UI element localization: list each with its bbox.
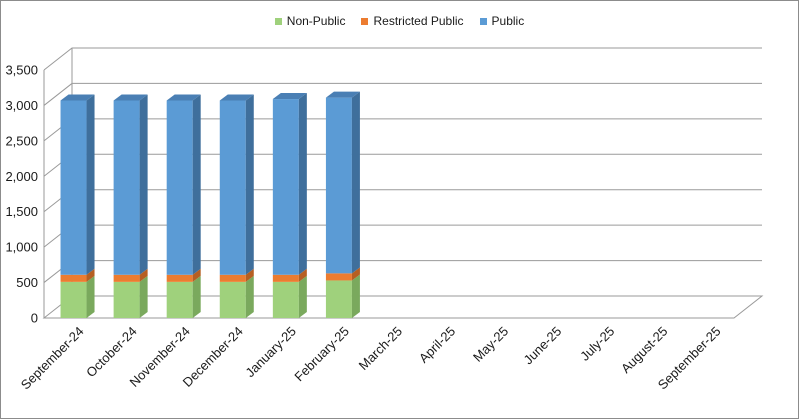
bar-top xyxy=(60,94,95,101)
gridline xyxy=(43,118,762,142)
legend: Non-Public Restricted Public Public xyxy=(0,11,799,31)
bar-side xyxy=(86,94,95,275)
x-tick-label: August-25 xyxy=(618,324,671,377)
y-axis-tick-labels: 0 500 1,000 1,500 2,000 2,500 3,000 3,500 xyxy=(5,63,38,326)
y-tick-label: 2,000 xyxy=(5,169,38,184)
bar-front xyxy=(60,274,87,282)
bar-side xyxy=(192,268,201,282)
bar-side xyxy=(192,94,201,275)
bar-front xyxy=(325,280,352,318)
legend-label-restricted-public: Restricted Public xyxy=(373,14,464,28)
legend-swatch-restricted-public xyxy=(361,17,369,25)
bar-front xyxy=(325,273,352,281)
bar-front xyxy=(219,274,246,282)
x-tick-label: September-24 xyxy=(18,324,87,393)
gridline xyxy=(43,82,762,106)
bar-side xyxy=(298,275,307,318)
x-tick-label: June-25 xyxy=(521,324,565,368)
bar-side xyxy=(245,268,254,282)
gridline xyxy=(43,189,762,213)
bar-front xyxy=(325,97,352,274)
bar-side xyxy=(139,94,148,275)
bar-front xyxy=(113,274,140,282)
bar-front xyxy=(272,99,299,275)
x-tick-label: July-25 xyxy=(577,324,617,364)
bar-side xyxy=(298,93,307,275)
bar-side xyxy=(245,275,254,318)
legend-item-public[interactable]: Public xyxy=(479,14,525,28)
bar-front xyxy=(60,100,87,275)
bar-front xyxy=(113,100,140,275)
bar-top xyxy=(272,93,307,100)
legend-swatch-non-public xyxy=(274,17,282,25)
y-tick-label: 3,500 xyxy=(5,63,38,78)
bar-top xyxy=(325,91,360,98)
gridline xyxy=(43,47,762,71)
legend-label-public: Public xyxy=(491,14,525,28)
bar-side xyxy=(298,268,307,282)
y-tick-label: 0 xyxy=(31,311,38,326)
gridlines xyxy=(42,47,764,319)
x-tick-label: May-25 xyxy=(470,324,511,365)
bar-side xyxy=(245,94,254,275)
legend-label-non-public: Non-Public xyxy=(286,14,346,28)
legend-item-restricted-public[interactable]: Restricted Public xyxy=(361,14,464,28)
bar-side xyxy=(351,274,360,318)
legend-swatch-public xyxy=(479,17,487,25)
y-tick-label: 1,500 xyxy=(5,204,38,219)
x-tick-label: October-24 xyxy=(83,324,140,381)
bar-side xyxy=(86,275,95,318)
gridline xyxy=(43,260,762,283)
bar-front xyxy=(272,274,299,282)
x-tick-label: April-25 xyxy=(416,324,458,366)
bar-top xyxy=(166,94,201,101)
floor-plane xyxy=(42,295,764,319)
bar-front xyxy=(219,100,246,275)
bar-front xyxy=(219,281,246,318)
bar-side xyxy=(192,275,201,318)
bar-side xyxy=(139,275,148,318)
bar-side xyxy=(351,267,360,281)
bar-top xyxy=(113,94,148,101)
x-tick-label: January-25 xyxy=(242,324,299,381)
gridline xyxy=(43,153,762,177)
bar-front xyxy=(166,100,193,275)
bar-front xyxy=(166,274,193,282)
x-tick-label: February-25 xyxy=(291,324,352,385)
gridline xyxy=(43,224,762,248)
bar-front xyxy=(60,281,87,318)
y-tick-label: 500 xyxy=(16,275,38,290)
bars xyxy=(60,91,360,318)
bar-top xyxy=(219,94,254,101)
legend-item-non-public[interactable]: Non-Public xyxy=(274,14,346,28)
y-tick-label: 1,000 xyxy=(5,240,38,255)
bar-front xyxy=(166,281,193,318)
y-tick-label: 3,000 xyxy=(5,98,38,113)
y-tick-label: 2,500 xyxy=(5,133,38,148)
x-tick-label: March-25 xyxy=(356,324,405,373)
bar-side xyxy=(351,91,360,274)
bar-front xyxy=(272,281,299,318)
x-axis-tick-labels: September-24October-24November-24Decembe… xyxy=(18,324,724,393)
bar-side xyxy=(86,268,95,282)
bar-side xyxy=(139,268,148,282)
bar-front xyxy=(113,281,140,318)
